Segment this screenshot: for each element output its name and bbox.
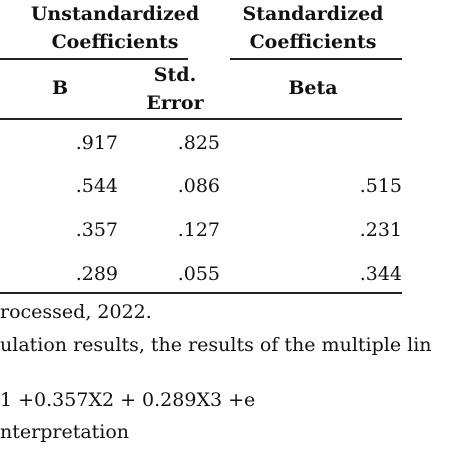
note: rocessed, 2022. xyxy=(0,301,152,323)
cell: .055 xyxy=(177,263,220,285)
cell: .515 xyxy=(359,175,402,197)
cell: .357 xyxy=(75,219,118,241)
cell: .344 xyxy=(359,263,402,285)
group-header: Standardized Coefficients xyxy=(242,3,384,53)
cell: .086 xyxy=(177,175,220,197)
sub-header: Std. Error xyxy=(146,64,204,114)
equation: 1 +0.357X2 + 0.289X3 +e xyxy=(0,389,256,411)
cell: .231 xyxy=(359,219,402,241)
paragraph: ulation results, the results of the mult… xyxy=(0,334,432,356)
sub-header: Beta xyxy=(288,77,338,99)
sub-header: B xyxy=(51,77,69,99)
paragraph: nterpretation xyxy=(0,421,130,443)
cell: .127 xyxy=(177,219,220,241)
rule xyxy=(0,292,402,294)
rule xyxy=(0,58,188,60)
rule xyxy=(0,118,402,120)
cell: .825 xyxy=(177,132,220,154)
group-header: Unstandardized Coefficients xyxy=(30,3,200,53)
cell: .917 xyxy=(75,132,118,154)
rule xyxy=(230,58,402,60)
cell: .544 xyxy=(75,175,118,197)
cell: .289 xyxy=(75,263,118,285)
